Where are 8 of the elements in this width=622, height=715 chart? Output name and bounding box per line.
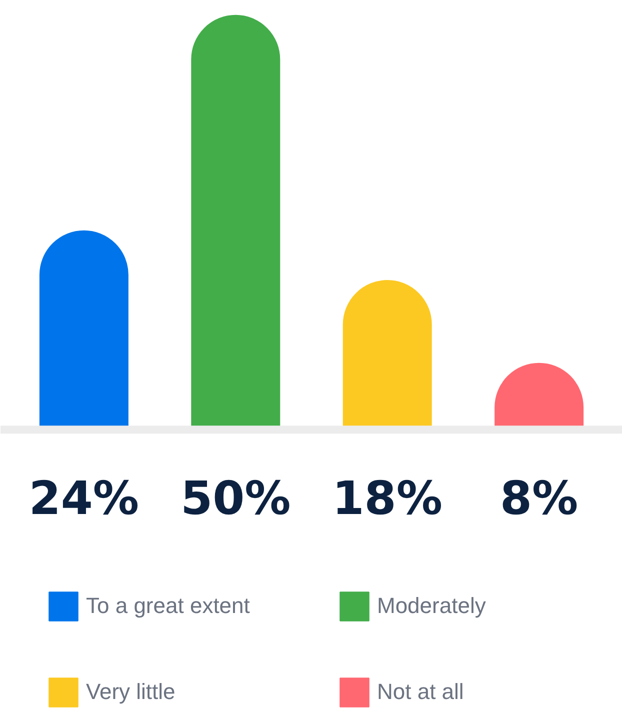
- data-label: 8%: [500, 471, 578, 526]
- data-label: 50%: [180, 471, 291, 526]
- legend-label: To a great extent: [86, 593, 251, 619]
- data-label: 18%: [332, 471, 442, 526]
- data-label: 24%: [28, 471, 139, 526]
- legend-label: Moderately: [377, 593, 487, 619]
- legend-label: Very little: [86, 679, 176, 705]
- legend-label: Not at all: [377, 679, 465, 705]
